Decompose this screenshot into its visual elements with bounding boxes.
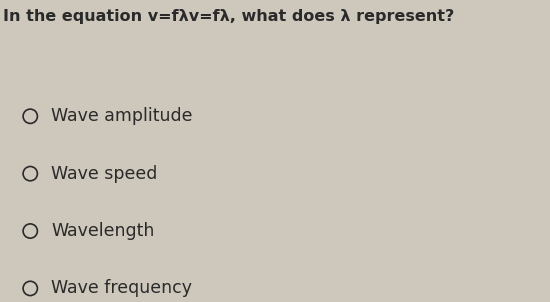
Text: Wavelength: Wavelength <box>51 222 155 240</box>
Text: Wave frequency: Wave frequency <box>51 279 192 297</box>
Text: Wave speed: Wave speed <box>51 165 157 183</box>
Text: In the equation v=fλv=fλ, what does λ represent?: In the equation v=fλv=fλ, what does λ re… <box>3 9 454 24</box>
Text: Wave amplitude: Wave amplitude <box>51 107 192 125</box>
